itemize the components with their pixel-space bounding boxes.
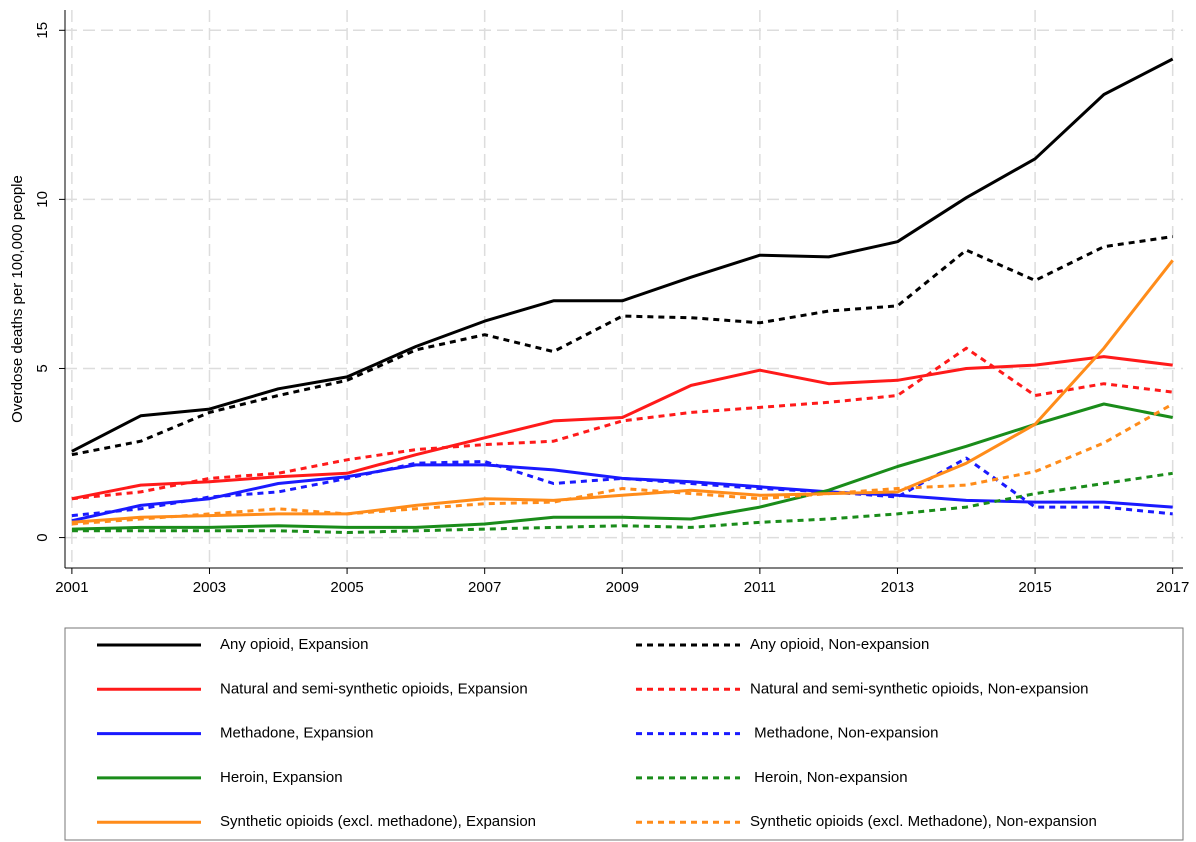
y-tick-label: 15 xyxy=(34,22,51,39)
y-axis-label: Overdose deaths per 100,000 people xyxy=(9,175,26,423)
series-line xyxy=(71,259,1174,524)
legend-label: Heroin, Non-expansion xyxy=(750,769,908,786)
legend-label: Methadone, Expansion xyxy=(220,725,373,742)
legend-box xyxy=(64,627,1184,841)
legend-label: Synthetic opioids (excl. Methadone), Non… xyxy=(750,813,1097,830)
x-tick-label: 2003 xyxy=(193,579,226,596)
x-tick-label: 2017 xyxy=(1156,579,1189,596)
y-tick-label: 10 xyxy=(34,191,51,208)
x-tick-label: 2013 xyxy=(881,579,914,596)
series-line xyxy=(71,402,1174,526)
x-tick-label: 2009 xyxy=(606,579,639,596)
series-line xyxy=(71,57,1174,453)
legend-label: Any opioid, Non-expansion xyxy=(750,636,929,653)
series-line xyxy=(71,471,1173,534)
x-tick-label: 2011 xyxy=(744,579,776,596)
legend-label: Synthetic opioids (excl. methadone), Exp… xyxy=(220,813,536,830)
series-line xyxy=(71,355,1173,501)
x-tick-label: 2005 xyxy=(330,579,363,596)
x-tick-label: 2007 xyxy=(468,579,501,596)
y-tick-label: 5 xyxy=(34,364,51,372)
series-line xyxy=(71,402,1173,531)
series-line xyxy=(71,235,1173,457)
legend-label: Heroin, Expansion xyxy=(220,769,343,786)
legend-label: Methadone, Non-expansion xyxy=(750,725,938,742)
x-tick-label: 2015 xyxy=(1018,579,1051,596)
series-line xyxy=(71,463,1173,523)
y-tick-label: 0 xyxy=(34,533,51,541)
legend-label: Natural and semi-synthetic opioids, Non-… xyxy=(750,680,1089,697)
x-tick-label: 2001 xyxy=(55,579,88,596)
legend-label: Natural and semi-synthetic opioids, Expa… xyxy=(220,680,528,697)
legend-label: Any opioid, Expansion xyxy=(220,636,368,653)
